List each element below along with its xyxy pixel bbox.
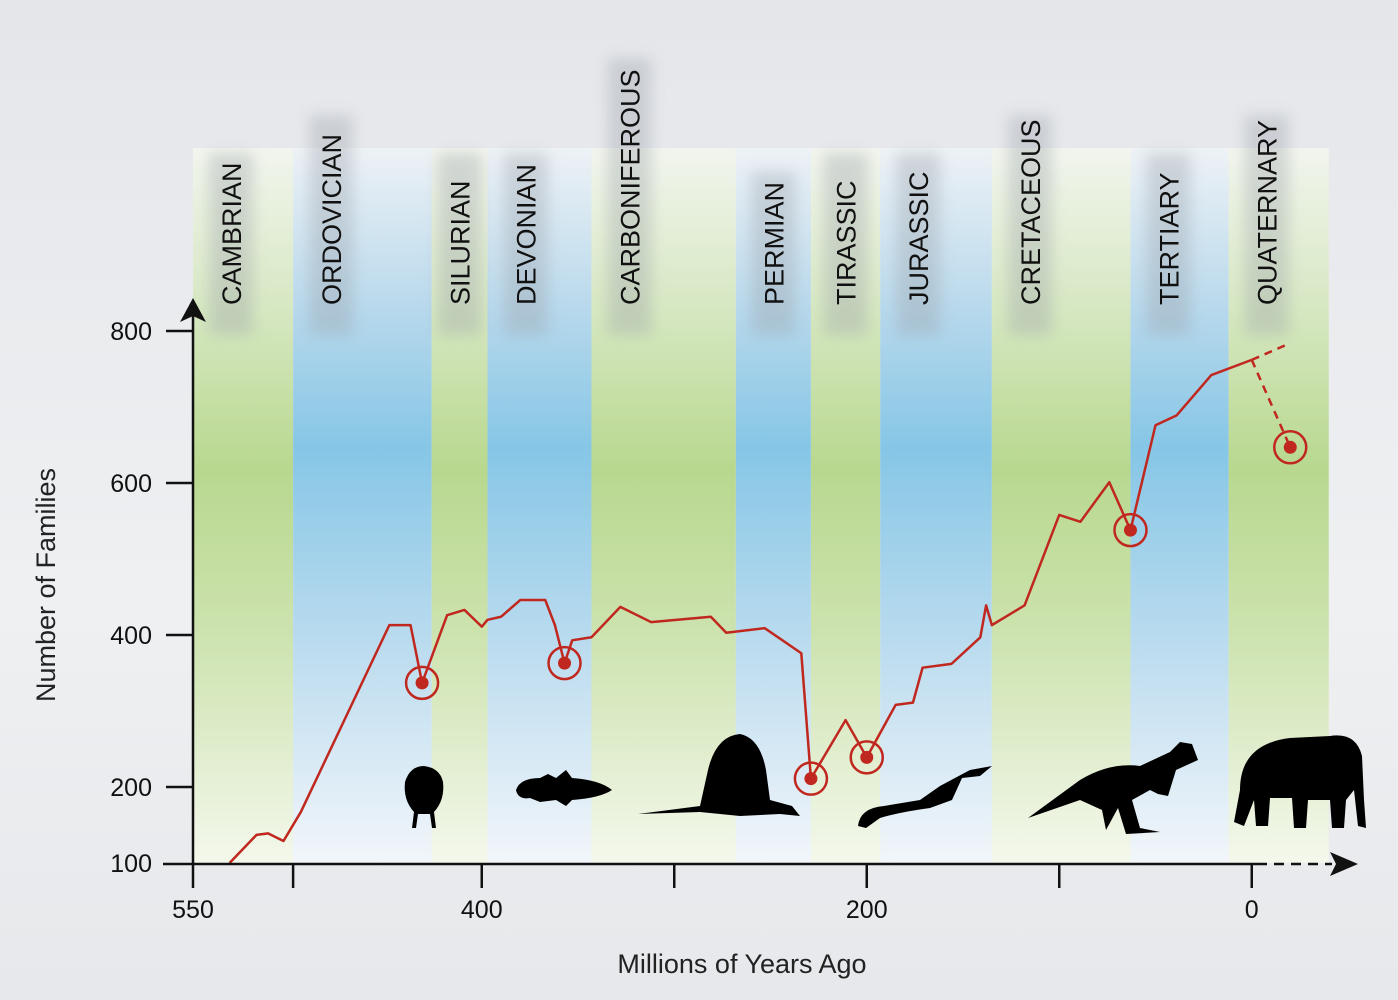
extinction-marker-dot [1123,523,1137,537]
y-tick-label: 800 [110,318,152,346]
extinction-marker-dot [415,676,429,690]
axes [163,298,1358,876]
families-line [228,358,1253,864]
y-tick-label: 600 [110,470,152,498]
period-label-shadow [437,153,482,335]
x-tick-label: 400 [461,896,503,924]
y-axis-title: Number of Families [31,468,61,702]
period-label: ORDOVICIAN [317,134,347,305]
x-tick-label: 200 [846,896,888,924]
extinction-marker-dot [860,750,874,764]
extinction-marker-ring [1113,512,1148,548]
period-label-shadow [1244,115,1289,335]
period-label: CAMBRIAN [217,162,247,305]
period-label: SILURIAN [446,180,476,305]
extinction-marker-dot [1283,440,1297,454]
period-label-shadow [1146,153,1191,335]
period-label: CRETACEOUS [1016,119,1046,305]
x-tick-label: 550 [172,896,214,924]
extinction-marker-ring [547,645,582,681]
extinction-marker-ring [849,740,884,775]
period-label-shadow [503,153,548,335]
theropod-dinosaur-icon [1028,742,1198,834]
period-label-shadow [607,58,652,335]
y-axis-arrow-icon [180,298,206,322]
y-tick-label: 400 [110,622,152,650]
fossil-silhouettes [404,734,1366,834]
extinction-marker-dot [804,772,818,786]
period-label: QUATERNARY [1253,120,1283,305]
period-label-shadow [1007,115,1052,335]
period-labels: CAMBRIAN ORDOVICIAN SILURIAN DEVONIAN CARBON… [209,58,1289,335]
period-label: CARBONIFEROUS [615,69,645,305]
extinction-marker-ring [793,761,829,796]
extinction-marker-ring [404,665,440,701]
axis-ticks: 550 400 200 0 100 200 400 600 800 [110,318,1258,924]
dimetrodon-icon [638,734,800,816]
period-label-shadow [896,153,941,335]
projection-dashed-line [1250,359,1292,448]
period-label: JURASSIC [904,171,934,305]
x-axis-title: Millions of Years Ago [617,949,866,979]
elephant-icon [1234,735,1366,828]
trilobite-icon [404,766,444,828]
period-label-shadow [209,153,253,335]
y-tick-label: 200 [110,774,152,802]
extinction-marker-dot [558,656,572,670]
period-label: TIRASSIC [832,180,862,305]
period-label-shadow [823,153,868,335]
x-tick-label: 0 [1245,896,1259,924]
y-tick-label: 100 [110,850,152,878]
projection-dashed-line [1251,342,1291,362]
period-label-shadow [751,172,796,335]
extinction-marker-ring [1273,430,1308,465]
period-label: PERMIAN [759,182,789,305]
period-label: TERTIARY [1154,172,1184,305]
families-series [228,342,1308,864]
plesiosaur-icon [858,766,992,828]
x-axis-arrow-icon [1330,852,1358,876]
period-label-shadow [309,115,354,335]
coelacanth-icon [516,770,612,806]
period-label: DEVONIAN [512,164,542,305]
